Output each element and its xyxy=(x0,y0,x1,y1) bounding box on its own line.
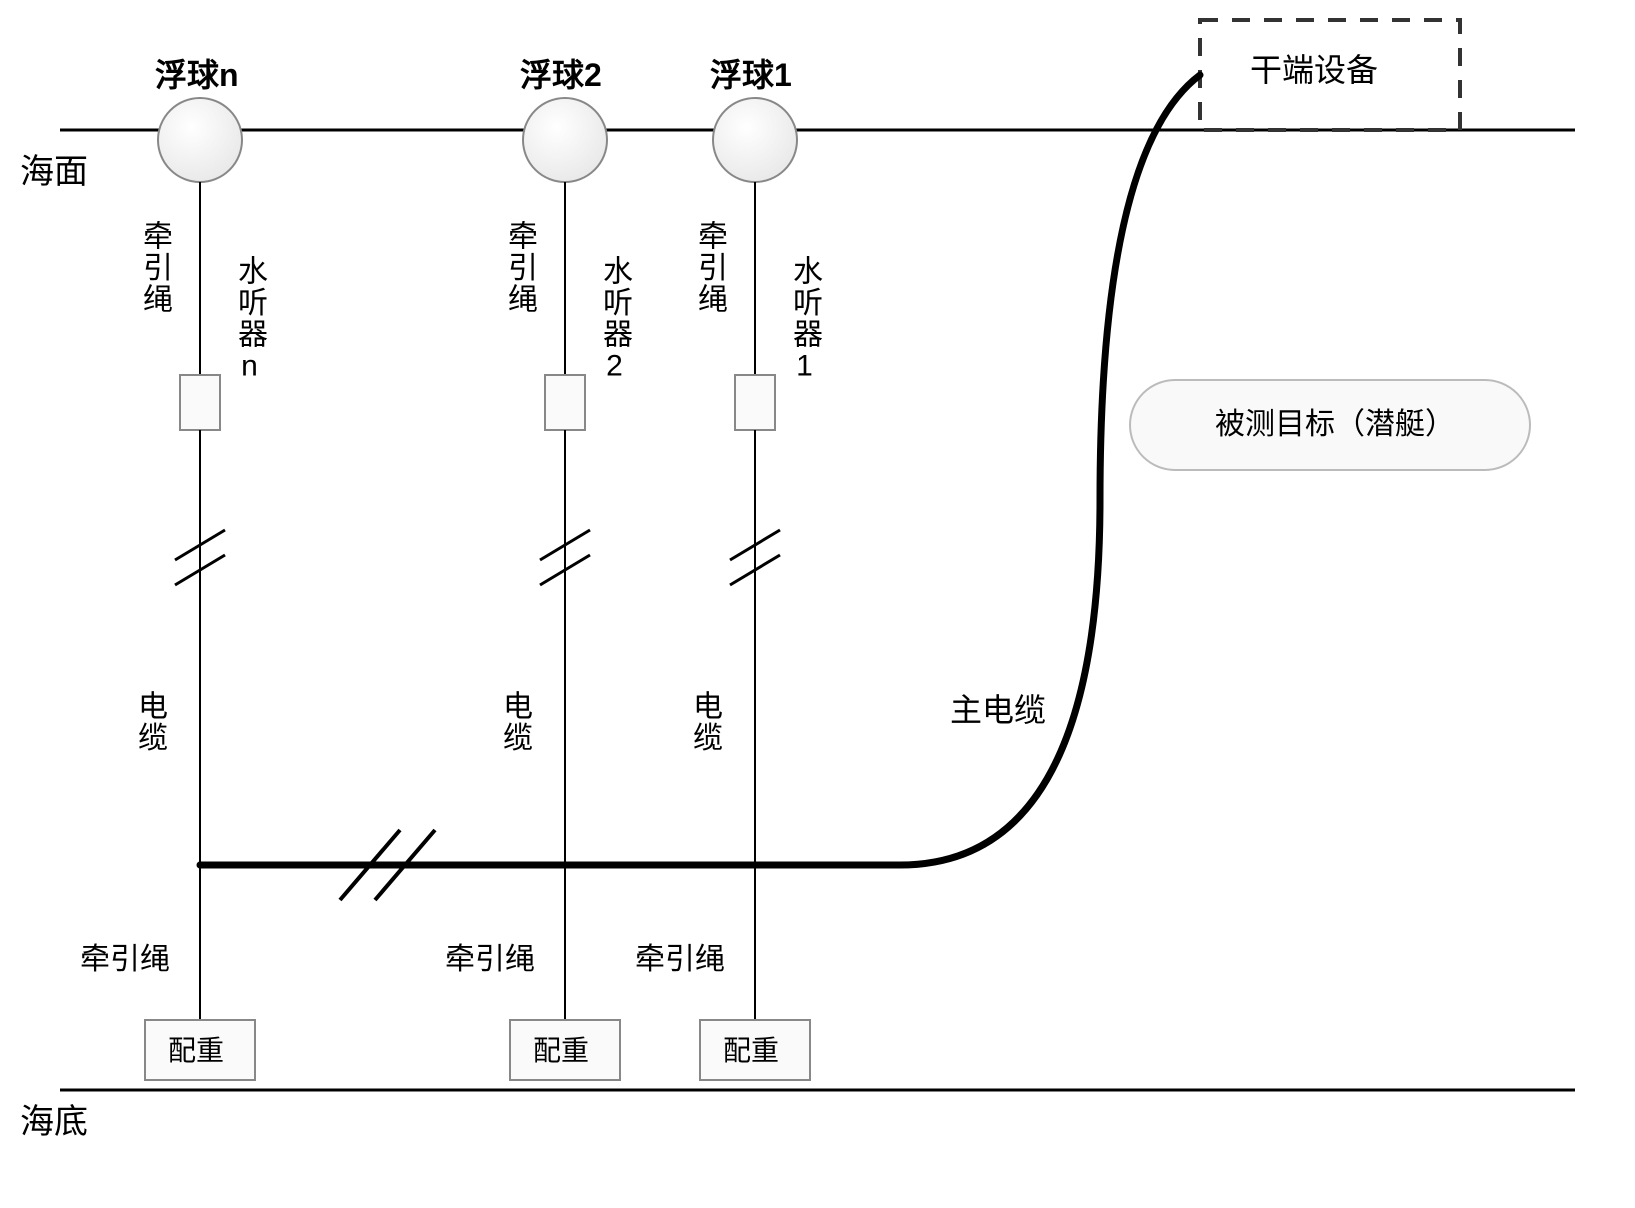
sea-surface-label: 海面 xyxy=(20,150,88,194)
diagram-container: 海面 海底 干端设备 被测目标（潜艇） 主电缆 浮球n 浮球2 浮球1 牵引绳 … xyxy=(0,0,1635,1203)
hydrophone-n-icon xyxy=(180,375,220,430)
bottom-tow-2-label: 牵引绳 xyxy=(445,940,535,979)
bottom-tow-n-label: 牵引绳 xyxy=(80,940,170,979)
float-2-label: 浮球2 xyxy=(520,55,602,97)
float-1-label: 浮球1 xyxy=(710,55,792,97)
cable-2-label: 电缆 xyxy=(495,690,534,753)
hydrophone-1-label: 水听器1 xyxy=(785,255,824,384)
hydrophone-2-icon xyxy=(545,375,585,430)
main-cable-label: 主电缆 xyxy=(950,690,1046,732)
bottom-tow-1-label: 牵引绳 xyxy=(635,940,725,979)
tow-rope-n-label: 牵引绳 xyxy=(135,220,174,315)
target-label: 被测目标（潜艇） xyxy=(1165,405,1505,444)
tow-rope-2-label: 牵引绳 xyxy=(500,220,539,315)
weight-2-label: 配重 xyxy=(533,1033,589,1069)
weight-n-label: 配重 xyxy=(168,1033,224,1069)
tow-rope-1-label: 牵引绳 xyxy=(690,220,729,315)
diagram-svg xyxy=(0,0,1635,1203)
hydrophone-1-icon xyxy=(735,375,775,430)
cable-1-label: 电缆 xyxy=(685,690,724,753)
cable-n-label: 电缆 xyxy=(130,690,169,753)
float-n-icon xyxy=(158,98,242,182)
sea-bottom-label: 海底 xyxy=(20,1100,88,1144)
float-2-icon xyxy=(523,98,607,182)
weight-1-label: 配重 xyxy=(723,1033,779,1069)
dry-end-label: 干端设备 xyxy=(1250,50,1378,92)
hydrophone-n-label: 水听器n xyxy=(230,255,269,384)
float-1-icon xyxy=(713,98,797,182)
hydrophone-2-label: 水听器2 xyxy=(595,255,634,384)
float-n-label: 浮球n xyxy=(155,55,239,97)
